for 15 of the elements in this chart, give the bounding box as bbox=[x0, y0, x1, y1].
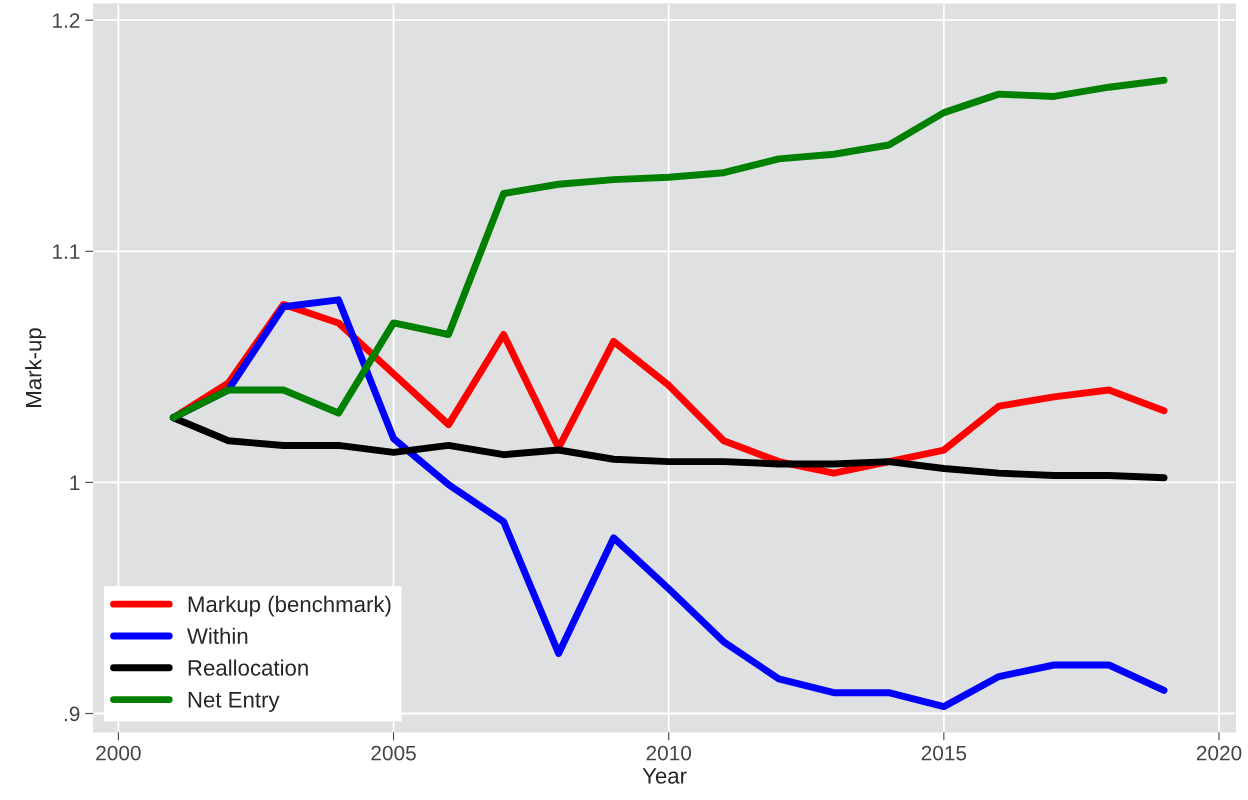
y-tick-label: .9 bbox=[64, 706, 80, 722]
x-tick-label: 2010 bbox=[646, 745, 692, 761]
legend-label: Markup (benchmark) bbox=[188, 595, 391, 617]
legend-label: Within bbox=[187, 627, 248, 644]
x-axis-title: Year bbox=[642, 768, 687, 784]
x-tick-label: 2020 bbox=[1196, 745, 1242, 761]
y-tick-label: 1 bbox=[70, 475, 80, 490]
legend-label: Reallocation bbox=[188, 659, 308, 676]
x-tick-label: 2005 bbox=[371, 745, 416, 761]
legend-label: Net Entry bbox=[188, 692, 280, 712]
x-tick-label: 2015 bbox=[921, 745, 967, 761]
y-tick-label: 1.1 bbox=[53, 244, 80, 259]
y-axis-title: Mark-up bbox=[25, 328, 46, 407]
x-tick-label: 2000 bbox=[96, 745, 141, 761]
y-tick-label: 1.2 bbox=[53, 13, 80, 28]
